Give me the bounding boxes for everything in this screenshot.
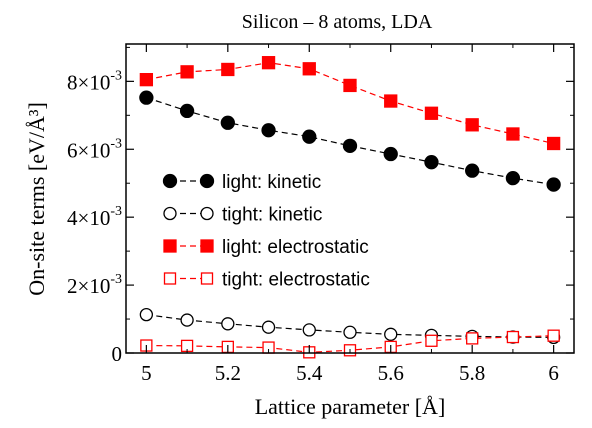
chart-title: Silicon – 8 atoms, LDA xyxy=(242,11,433,33)
data-point xyxy=(221,62,235,77)
data-point xyxy=(506,127,520,141)
data-point xyxy=(424,106,439,120)
legend-marker xyxy=(162,173,178,189)
legend-entry: light: electrostatic xyxy=(163,237,369,258)
y-axis-label: On-site terms [eV/Å³] xyxy=(24,102,49,296)
legend-marker xyxy=(200,272,214,285)
legend: light: kinetic tight: kinetic light: elect… xyxy=(162,172,370,291)
data-point xyxy=(180,313,194,327)
y-tick-label: 4×10-3 xyxy=(67,204,122,230)
data-point xyxy=(384,94,398,108)
data-point xyxy=(505,170,521,186)
y-tick-label: 2×10-3 xyxy=(67,272,122,298)
data-point xyxy=(465,163,480,178)
data-point xyxy=(343,325,357,339)
series-2 xyxy=(139,56,561,151)
data-point xyxy=(424,155,439,170)
data-point xyxy=(302,62,316,76)
data-point xyxy=(221,317,235,331)
legend-marker xyxy=(163,239,177,253)
legend-label: tight: kinetic xyxy=(222,205,322,226)
data-point xyxy=(139,73,154,87)
data-point xyxy=(546,177,561,192)
legend-marker xyxy=(163,206,177,221)
y-tick-label: 8×10-3 xyxy=(67,68,122,94)
data-point xyxy=(261,320,276,334)
data-point xyxy=(342,138,358,154)
data-point xyxy=(546,136,561,151)
data-point xyxy=(425,334,438,347)
x-axis-label: Lattice parameter [Å] xyxy=(255,394,446,419)
legend-entry: tight: kinetic xyxy=(163,205,322,226)
x-tick-label: 6 xyxy=(548,361,559,385)
series-line xyxy=(146,62,554,145)
data-point xyxy=(220,115,235,130)
series-0 xyxy=(139,90,561,192)
y-tick-label: 0 xyxy=(112,342,123,366)
data-point xyxy=(302,129,317,144)
legend-label: tight: electrostatic xyxy=(222,270,370,291)
data-point xyxy=(302,323,316,337)
data-point xyxy=(384,327,398,341)
y-tick-label: 6×10-3 xyxy=(67,136,122,162)
data-point xyxy=(547,329,560,342)
legend-marker xyxy=(200,206,214,221)
data-point xyxy=(465,118,479,132)
legend-marker xyxy=(200,239,214,253)
x-tick-label: 5.8 xyxy=(459,361,485,385)
data-point xyxy=(139,307,154,322)
legend-label: light: electrostatic xyxy=(222,237,369,258)
legend-marker xyxy=(199,173,215,189)
x-tick-label: 5.2 xyxy=(215,361,241,385)
legend-marker xyxy=(163,272,177,285)
data-point xyxy=(261,123,276,138)
data-point xyxy=(506,330,520,344)
data-point xyxy=(180,65,194,79)
data-point xyxy=(261,56,276,70)
x-tick-label: 5.4 xyxy=(296,361,323,385)
data-point xyxy=(466,332,479,345)
legend-entry: light: kinetic xyxy=(162,172,321,193)
x-tick-label: 5 xyxy=(141,361,152,385)
legend-entry: tight: electrostatic xyxy=(163,270,370,291)
x-tick-label: 5.6 xyxy=(378,361,404,385)
legend-label: light: kinetic xyxy=(222,172,321,193)
data-point xyxy=(179,103,195,119)
series-line xyxy=(146,97,554,186)
data-point xyxy=(383,146,398,162)
data-point xyxy=(139,90,154,105)
data-point xyxy=(343,78,357,93)
